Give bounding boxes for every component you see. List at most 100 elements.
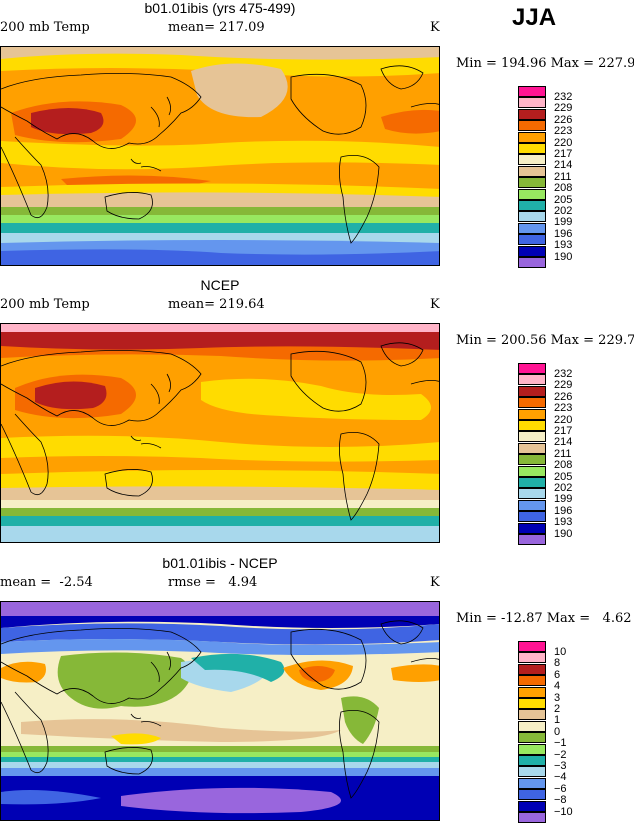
colorbar-swatch xyxy=(518,743,546,755)
colorbar-tick-label: −4 xyxy=(554,771,567,784)
field-region-s-blue xyxy=(1,790,101,805)
colorbar-swatch xyxy=(518,222,546,234)
colorbar-tick-label: 196 xyxy=(554,227,573,240)
field-band-s3 xyxy=(1,207,439,215)
colorbar-tick-label: 223 xyxy=(554,402,573,415)
colorbar-swatch xyxy=(518,363,546,374)
panel-difference: b01.01ibis - NCEP mean = -2.54 rmse = 4.… xyxy=(0,555,634,823)
field-band-s5 xyxy=(1,516,439,526)
colorbar-tick-label: 199 xyxy=(554,216,573,229)
field-band-s5 xyxy=(1,223,439,233)
colorbar-tick-label: 229 xyxy=(554,379,573,392)
field-band-n1 xyxy=(1,616,439,628)
colorbar-tick-label: 3 xyxy=(554,691,561,704)
colorbar-swatch xyxy=(518,732,546,744)
colorbar-swatch xyxy=(518,800,546,812)
field-region-arctic xyxy=(1,47,439,60)
colorbar-tick-label: 196 xyxy=(554,504,573,517)
colorbar-swatch xyxy=(518,200,546,211)
min-max-label: Min = -12.87 Max = 4.62 xyxy=(456,611,632,626)
map-canvas xyxy=(1,324,439,542)
field-region-atlantic xyxy=(391,664,439,682)
variable-label: 200 mb Temp xyxy=(0,297,90,312)
temperature-map xyxy=(0,46,440,266)
colorbar-tick-label: 226 xyxy=(554,390,573,403)
colorbar-tick-label: 214 xyxy=(554,159,573,172)
field-region-atlantic xyxy=(381,109,439,134)
difference-map xyxy=(0,601,440,821)
colorbar-swatch xyxy=(518,131,546,143)
colorbar-tick-label: 208 xyxy=(554,459,573,472)
field-band-n3 xyxy=(1,639,439,655)
colorbar-swatch xyxy=(518,720,546,732)
colorbar-swatch xyxy=(518,777,546,789)
colorbar-swatch xyxy=(518,154,546,166)
colorbar-tick-label: 193 xyxy=(554,516,573,529)
field-region-asia-core xyxy=(31,108,104,135)
colorbar-swatch xyxy=(518,245,546,257)
temperature-map xyxy=(0,323,440,543)
field-region-s-warm xyxy=(111,733,161,745)
min-max-label: Min = 200.56 Max = 229.72 xyxy=(456,333,634,348)
colorbar-tick-label: 232 xyxy=(554,90,573,103)
colorbar-swatch xyxy=(518,397,546,409)
colorbar-swatch xyxy=(518,165,546,177)
variable-label: 200 mb Temp xyxy=(0,20,90,35)
field-band-s4 xyxy=(1,508,439,516)
colorbar-swatch xyxy=(518,477,546,488)
colorbar-tick-label: 220 xyxy=(554,136,573,149)
colorbar-tick-label: 214 xyxy=(554,436,573,449)
colorbar-swatch xyxy=(518,812,546,823)
field-region-pole xyxy=(1,324,439,332)
colorbar-swatch xyxy=(518,686,546,698)
field-region-southam xyxy=(341,696,379,744)
colorbar-tick-label: 220 xyxy=(554,413,573,426)
panel-ncep: NCEP 200 mb Temp mean= 219.64 K Min = 20… xyxy=(0,277,634,545)
colorbar-tick-label: −1 xyxy=(554,737,567,750)
colorbar-tick-label: 202 xyxy=(554,481,573,494)
field-region-asia-core xyxy=(35,381,107,410)
field-region-pacific xyxy=(191,63,288,118)
colorbar-tick-label: 208 xyxy=(554,182,573,195)
colorbar-tick-label: 223 xyxy=(554,125,573,138)
colorbar-tick-label: 202 xyxy=(554,204,573,217)
colorbar-tick-label: 10 xyxy=(554,645,567,658)
coastlines xyxy=(1,620,439,799)
field-band-s4 xyxy=(1,762,439,768)
colorbar-swatch xyxy=(518,374,546,386)
colorbar-tick-label: 4 xyxy=(554,680,561,693)
colorbar-swatch xyxy=(518,663,546,675)
colorbar-tick-label: 190 xyxy=(554,250,573,263)
coastlines xyxy=(1,65,439,244)
colorbar-tick-label: 229 xyxy=(554,102,573,115)
field-band-s4 xyxy=(1,215,439,223)
colorbar-swatch xyxy=(518,652,546,664)
colorbar-swatch xyxy=(518,709,546,721)
colorbar-swatch xyxy=(518,86,546,97)
colorbar-tick-label: 8 xyxy=(554,657,561,670)
unit-label: K xyxy=(430,297,440,312)
field-region-s-tropics xyxy=(21,719,341,742)
field-region-equator xyxy=(1,140,439,170)
colorbar-tick-label: 1 xyxy=(554,714,561,727)
colorbar-tick-label: 217 xyxy=(554,424,573,437)
colorbar-swatch xyxy=(518,499,546,511)
colorbar-swatch xyxy=(518,534,546,545)
colorbar-tick-label: 217 xyxy=(554,147,573,160)
panel-title: b01.01ibis (yrs 475-499) xyxy=(144,0,296,16)
field-band-s2 xyxy=(1,192,439,207)
colorbar-tick-label: 205 xyxy=(554,470,573,483)
field-band-s2 xyxy=(1,486,439,500)
colorbar-swatch xyxy=(518,177,546,189)
unit-label: K xyxy=(430,575,440,590)
colorbar-tick-label: 199 xyxy=(554,493,573,506)
field-region-s-purple xyxy=(121,787,341,814)
colorbar-swatch xyxy=(518,420,546,431)
field-region-africa xyxy=(1,661,46,683)
colorbar-swatch xyxy=(518,641,546,652)
panel-title: b01.01ibis - NCEP xyxy=(162,555,278,571)
panel-model: b01.01ibis (yrs 475-499) 200 mb Temp mea… xyxy=(0,0,634,268)
colorbar-swatch xyxy=(518,511,546,523)
colorbar-swatch xyxy=(518,766,546,778)
colorbar-tick-label: 205 xyxy=(554,193,573,206)
